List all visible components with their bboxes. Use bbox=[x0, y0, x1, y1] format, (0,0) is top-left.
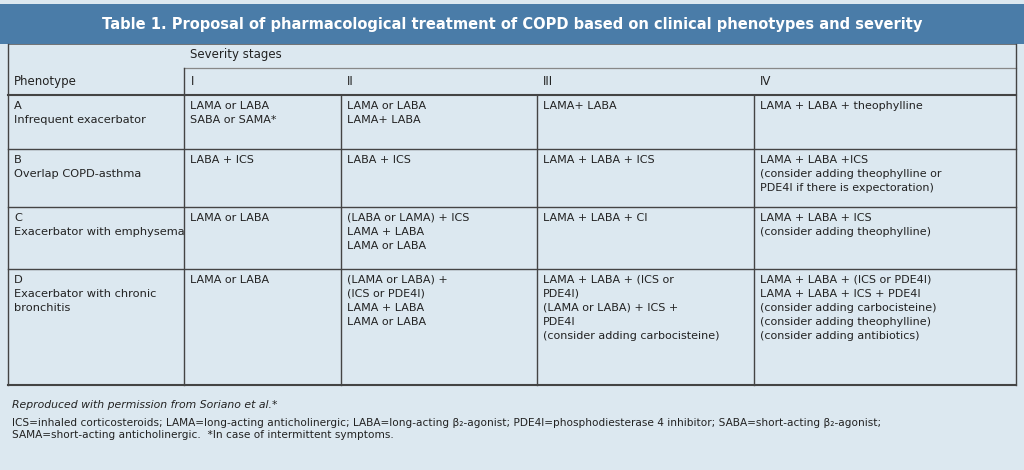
Text: LAMA + LABA + (ICS or PDE4I)
LAMA + LABA + ICS + PDE4I
(consider adding carbocis: LAMA + LABA + (ICS or PDE4I) LAMA + LABA… bbox=[760, 275, 936, 341]
Text: LABA + ICS: LABA + ICS bbox=[190, 155, 254, 164]
Text: II: II bbox=[347, 75, 353, 88]
Text: (LAMA or LABA) +
(ICS or PDE4I)
LAMA + LABA
LAMA or LABA: (LAMA or LABA) + (ICS or PDE4I) LAMA + L… bbox=[347, 275, 447, 327]
Text: ICS=inhaled corticosteroids; LAMA=long-acting anticholinergic; LABA=long-acting : ICS=inhaled corticosteroids; LAMA=long-a… bbox=[12, 418, 881, 439]
Text: Severity stages: Severity stages bbox=[190, 48, 283, 61]
Text: LAMA + LABA +ICS
(consider adding theophylline or
PDE4I if there is expectoratio: LAMA + LABA +ICS (consider adding theoph… bbox=[760, 155, 941, 193]
Text: LAMA+ LABA: LAMA+ LABA bbox=[543, 101, 616, 111]
Text: I: I bbox=[190, 75, 194, 88]
Text: D
Exacerbator with chronic
bronchitis: D Exacerbator with chronic bronchitis bbox=[14, 275, 157, 313]
Text: LAMA + LABA + CI: LAMA + LABA + CI bbox=[543, 212, 648, 223]
Text: LAMA + LABA + ICS: LAMA + LABA + ICS bbox=[543, 155, 654, 164]
Text: LABA + ICS: LABA + ICS bbox=[347, 155, 411, 164]
Text: LAMA + LABA + theophylline: LAMA + LABA + theophylline bbox=[760, 101, 923, 111]
Text: Table 1. Proposal of pharmacological treatment of COPD based on clinical phenoty: Table 1. Proposal of pharmacological tre… bbox=[101, 16, 923, 31]
Text: (LABA or LAMA) + ICS
LAMA + LABA
LAMA or LABA: (LABA or LAMA) + ICS LAMA + LABA LAMA or… bbox=[347, 212, 469, 251]
Text: LAMA or LABA
SABA or SAMA*: LAMA or LABA SABA or SAMA* bbox=[190, 101, 276, 125]
Text: LAMA + LABA + ICS
(consider adding theophylline): LAMA + LABA + ICS (consider adding theop… bbox=[760, 212, 931, 237]
Text: III: III bbox=[543, 75, 553, 88]
Text: A
Infrequent exacerbator: A Infrequent exacerbator bbox=[14, 101, 145, 125]
Text: LAMA or LABA: LAMA or LABA bbox=[190, 212, 269, 223]
Text: Phenotype: Phenotype bbox=[14, 75, 77, 88]
Text: LAMA + LABA + (ICS or
PDE4I)
(LAMA or LABA) + ICS +
PDE4I
(consider adding carbo: LAMA + LABA + (ICS or PDE4I) (LAMA or LA… bbox=[543, 275, 720, 341]
Text: LAMA or LABA
LAMA+ LABA: LAMA or LABA LAMA+ LABA bbox=[347, 101, 426, 125]
Text: Reproduced with permission from Soriano et al.*: Reproduced with permission from Soriano … bbox=[12, 400, 278, 410]
Bar bbox=[0, 4, 1024, 44]
Text: C
Exacerbator with emphysema: C Exacerbator with emphysema bbox=[14, 212, 184, 237]
Text: LAMA or LABA: LAMA or LABA bbox=[190, 275, 269, 285]
Text: B
Overlap COPD-asthma: B Overlap COPD-asthma bbox=[14, 155, 141, 179]
Bar bbox=[8, 44, 1016, 385]
Text: IV: IV bbox=[760, 75, 771, 88]
